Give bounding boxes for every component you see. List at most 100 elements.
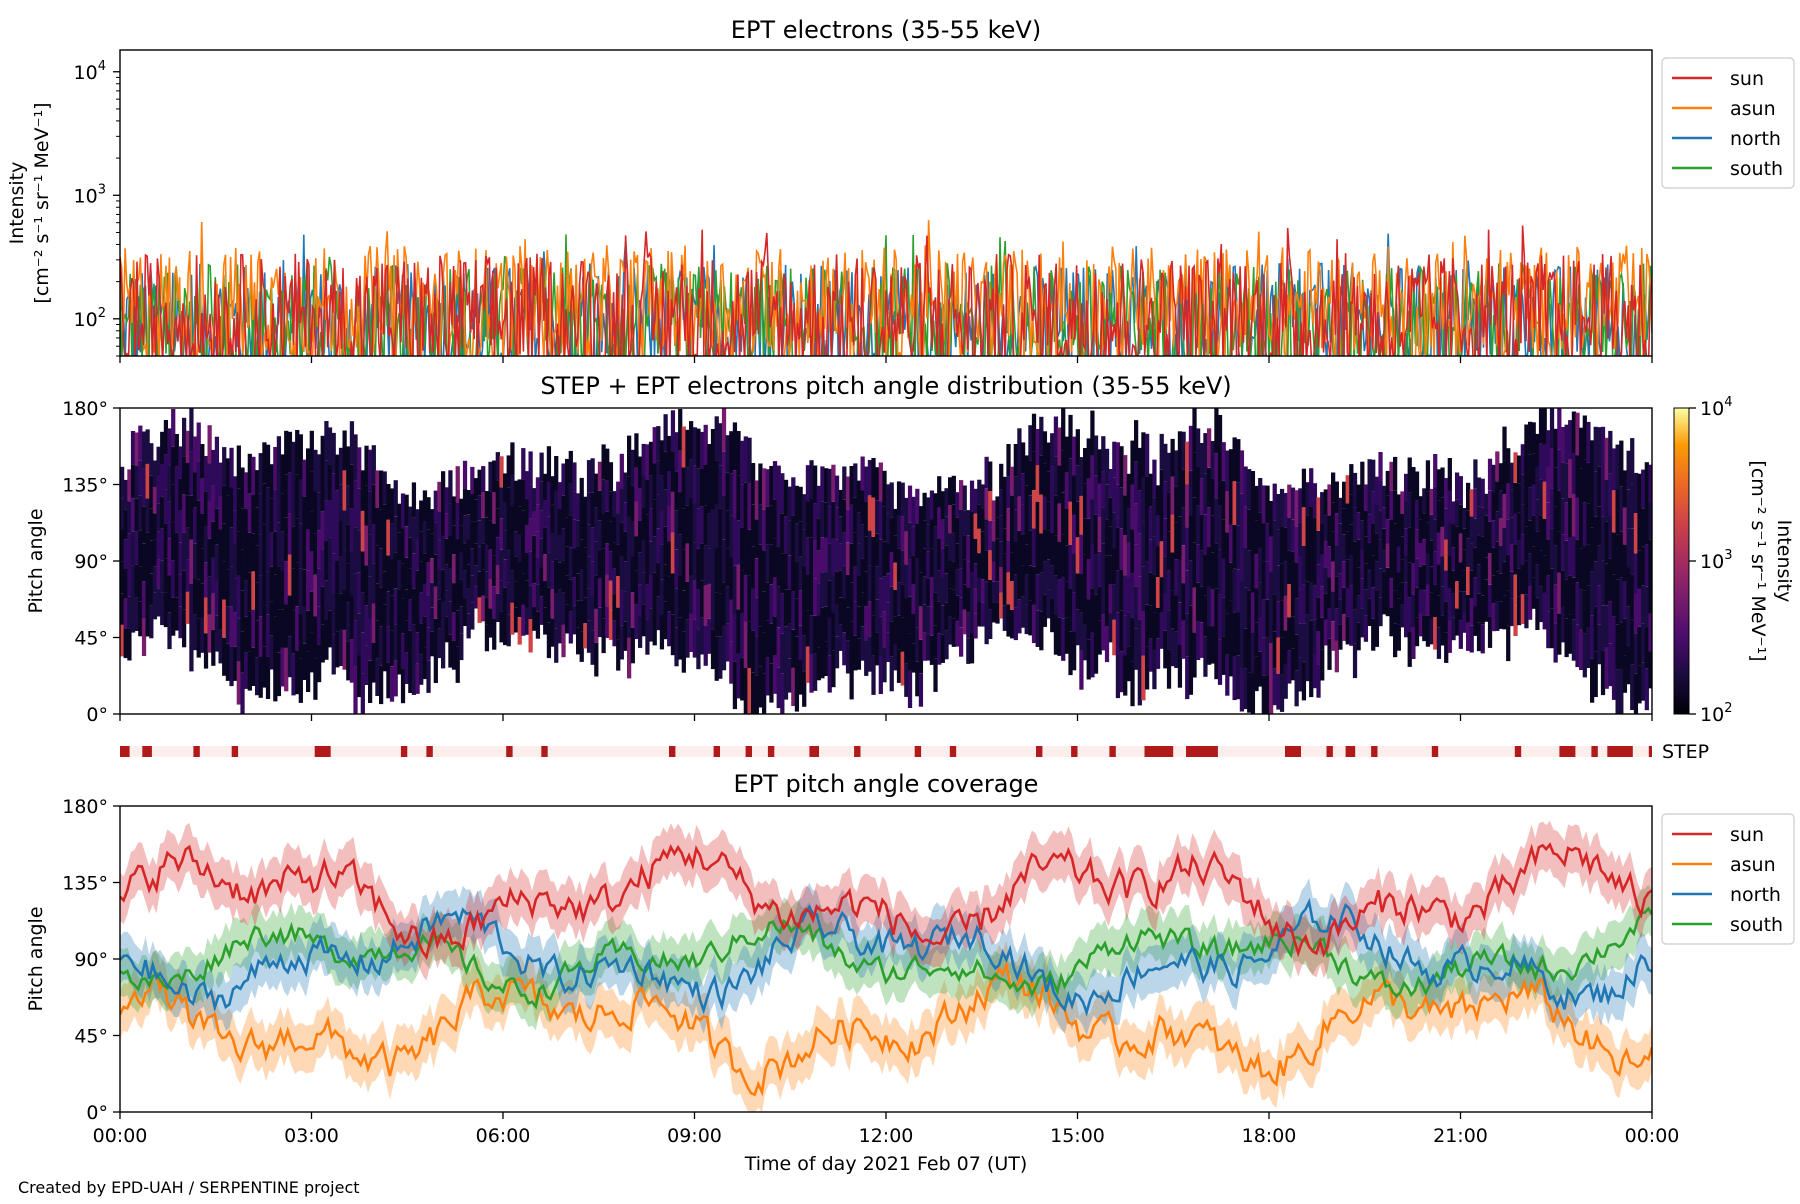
heatmap-cell [1422, 488, 1427, 514]
heatmap-cell [809, 615, 814, 654]
heatmap-cell [1148, 473, 1153, 507]
heatmap-cell [586, 524, 592, 557]
heatmap-cell [331, 432, 336, 474]
heatmap-cell [160, 496, 165, 529]
heatmap-cell [1203, 636, 1208, 677]
heatmap-cell [623, 621, 628, 651]
heatmap-cell [1517, 512, 1522, 541]
heatmap-cell [962, 535, 967, 560]
heatmap-cell [714, 460, 719, 505]
heatmap-cell [1298, 488, 1303, 523]
heatmap-cell [1057, 427, 1062, 466]
heatmap-cell [163, 592, 169, 628]
heatmap-cell [692, 580, 697, 620]
heatmap-cell [444, 564, 449, 591]
heatmap-cell [1491, 464, 1496, 493]
heatmap-cell [853, 497, 858, 533]
heatmap-cell [1630, 483, 1635, 529]
heatmap-cell [1079, 457, 1084, 496]
heatmap-cell [386, 662, 391, 699]
heatmap-cell [1535, 597, 1540, 630]
heatmap-cell [466, 613, 471, 639]
heatmap-cell [1334, 608, 1339, 641]
heatmap-cell [422, 521, 428, 554]
heatmap-cell [1571, 577, 1577, 620]
heatmap-cell [594, 507, 599, 542]
heatmap-cell [798, 590, 803, 626]
heatmap-cell [1396, 624, 1401, 651]
heatmap-cell [451, 583, 457, 612]
heatmap-cell [1546, 502, 1551, 540]
heatmap-cell [488, 579, 493, 609]
heatmap-cell [1528, 520, 1533, 554]
heatmap-cell [430, 582, 435, 608]
heatmap-cell [1444, 508, 1449, 540]
coverage-line-north [120, 897, 1652, 1017]
heatmap-cell [1455, 499, 1460, 527]
heatmap-cell [590, 630, 595, 665]
heatmap-cell [1502, 494, 1507, 528]
heatmap-cell [1279, 488, 1285, 527]
heatmap-cell [375, 620, 380, 659]
heatmap-cell [984, 613, 989, 645]
heatmap-cell [1108, 613, 1113, 643]
heatmap-cell [900, 618, 905, 652]
heatmap-cell [904, 630, 909, 664]
heatmap-cell [940, 605, 945, 635]
heatmap-cell [1294, 634, 1299, 671]
heatmap-cell [415, 601, 420, 633]
heatmap-cell [510, 602, 515, 635]
heatmap-cell [1039, 533, 1044, 573]
heatmap-cell [995, 496, 1000, 518]
heatmap-cell [1243, 587, 1248, 629]
heatmap-cell [335, 454, 340, 491]
y-tick-label: 45° [74, 628, 108, 650]
heatmap-cell [1130, 661, 1135, 707]
heatmap-cell [1057, 579, 1062, 618]
heatmap-cell [1108, 497, 1113, 527]
heatmap-cell [630, 521, 635, 557]
heatmap-cell [816, 647, 821, 681]
heatmap-cell [667, 435, 672, 471]
heatmap-cell [499, 487, 504, 519]
heatmap-cell [845, 575, 851, 608]
heatmap-cell [1414, 558, 1420, 588]
heatmap-cell [1400, 604, 1405, 628]
heatmap-cell [959, 627, 964, 657]
heatmap-cell [335, 596, 340, 632]
heatmap-cell [408, 568, 413, 600]
heatmap-cell [1243, 507, 1248, 548]
heatmap-cell [1418, 613, 1423, 637]
y-tick-label: 104 [74, 59, 106, 84]
step-active-block [809, 746, 819, 757]
heatmap-cell [652, 609, 657, 646]
heatmap-cell [579, 631, 584, 662]
heatmap-cell [1196, 582, 1201, 622]
heatmap-cell [1145, 519, 1150, 562]
heatmap-cell [156, 559, 161, 589]
heatmap-cell [1155, 607, 1161, 639]
heatmap-cell [1626, 567, 1631, 607]
heatmap-cell [189, 627, 194, 672]
heatmap-cell [1568, 575, 1573, 615]
heatmap-cell [1174, 595, 1179, 632]
heatmap-cell [389, 488, 395, 524]
heatmap-cell [929, 519, 935, 549]
heatmap-cell [386, 484, 391, 520]
heatmap-cell [758, 585, 763, 627]
heatmap-cell [426, 627, 431, 661]
heatmap-cell [284, 474, 289, 518]
step-active-block [1109, 746, 1116, 757]
heatmap-cell [506, 519, 511, 551]
heatmap-cell [787, 658, 792, 693]
heatmap-cell [769, 584, 774, 624]
heatmap-cell [1367, 487, 1372, 515]
heatmap-cell [1502, 561, 1507, 596]
heatmap-cell [1283, 561, 1288, 596]
heatmap-cell [1104, 591, 1110, 627]
heatmap-cell [674, 549, 679, 589]
heatmap-cell [1524, 560, 1529, 595]
heatmap-cell [1484, 600, 1489, 622]
heatmap-cell [513, 531, 519, 557]
